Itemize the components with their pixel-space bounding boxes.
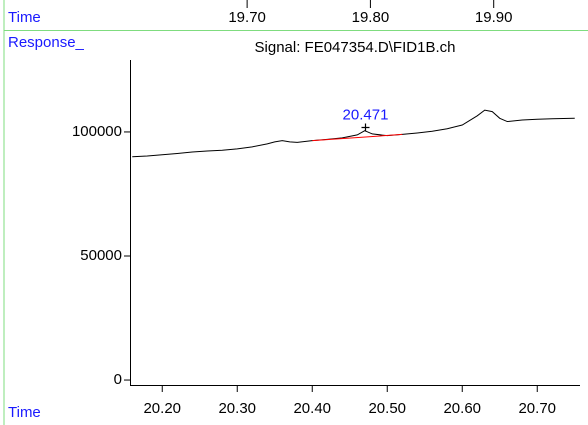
baseline — [312, 133, 403, 142]
peak-marker — [361, 123, 370, 132]
peak-label: 20.471 — [343, 106, 389, 123]
x-tick-label: 20.20 — [143, 400, 181, 417]
x-tick-label: 20.40 — [293, 400, 331, 417]
top-tick-label: 19.80 — [352, 9, 390, 26]
y-tick-label: 100000 — [72, 123, 122, 140]
signal-line — [132, 109, 575, 158]
y-axis-label: Response_ — [8, 34, 85, 51]
y-tick-label: 0 — [114, 371, 122, 388]
x-tick-label: 20.70 — [518, 400, 556, 417]
x-axis-label: Time — [8, 404, 41, 421]
x-tick-label: 20.30 — [218, 400, 256, 417]
top-tick-label: 19.90 — [475, 9, 513, 26]
top-tick-label: 19.70 — [228, 9, 266, 26]
y-tick-label: 50000 — [80, 247, 122, 264]
chart-title: Signal: FE047354.D\FID1B.ch — [255, 39, 456, 56]
top-axis-label: Time — [8, 9, 41, 26]
x-tick-label: 20.50 — [368, 400, 406, 417]
x-tick-label: 20.60 — [443, 400, 481, 417]
